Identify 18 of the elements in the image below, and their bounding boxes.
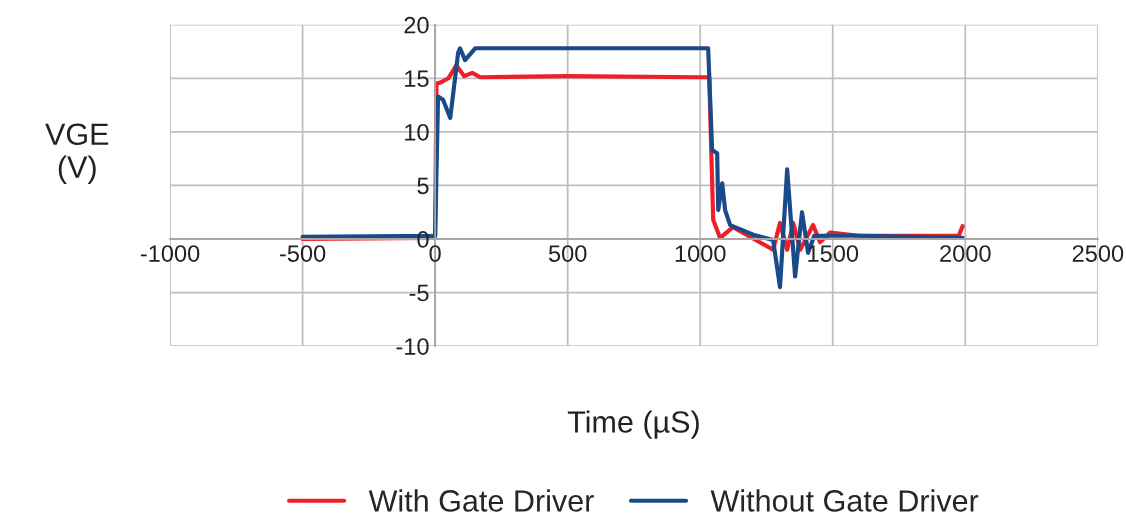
x-tick-label: 500 [548, 245, 587, 262]
legend-label: Without Gate Driver [710, 489, 979, 512]
y-tick-label: 15 [405, 70, 429, 88]
x-tick-label: 2500 [1072, 245, 1124, 262]
y-tick-label: 10 [405, 123, 429, 141]
x-tick-label: 1000 [675, 245, 726, 262]
y-axis-title: VGE (V) [45, 123, 109, 184]
y-tick-label: 5 [417, 177, 429, 195]
x-tick-label: 0 [429, 245, 441, 262]
x-tick-label: 2000 [940, 245, 991, 262]
x-tick-label: -1000 [140, 245, 200, 262]
x-tick-label: -500 [279, 245, 326, 262]
y-tick-label: -5 [409, 284, 429, 302]
y-tick-label: 20 [404, 16, 429, 34]
x-tick-label: 1500 [808, 245, 859, 262]
x-axis-title: Time (µS) [567, 410, 699, 439]
y-tick-label: -10 [396, 338, 429, 355]
legend-label: With Gate Driver [368, 489, 594, 512]
